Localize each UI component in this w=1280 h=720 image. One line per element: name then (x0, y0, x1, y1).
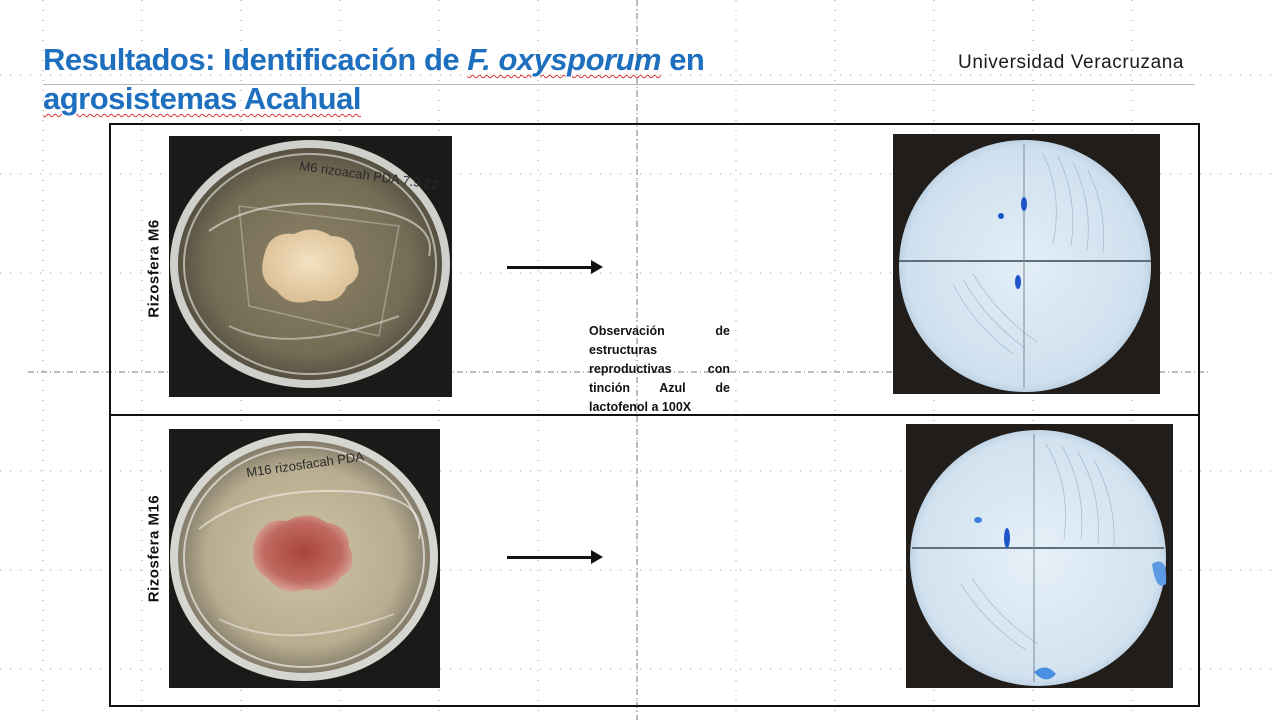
institution-name: Universidad Veracruzana (958, 52, 1185, 73)
arrow-right-m16 (507, 550, 603, 564)
title-line2: agrosistemas Acahual (43, 81, 361, 116)
title-species: F. oxysporum (467, 42, 662, 77)
microscope-field-m16 (910, 430, 1167, 686)
petri-dish-photo-m16: M16 rizosfacah PDA (169, 429, 440, 688)
petri-dish-photo-m6: M6 rizoacah PDA 7.9.22 (169, 136, 452, 397)
row-label-m6: Rizosfera M6 (145, 219, 163, 318)
arrow-right-m6 (507, 260, 603, 274)
microscope-field-m6 (899, 140, 1151, 392)
slide-title: Resultados: Identificación de F. oxyspor… (43, 40, 903, 118)
microscope-image-m6 (893, 134, 1160, 394)
microscope-image-m16 (906, 424, 1173, 688)
title-part1: Resultados: Identificación de (43, 42, 468, 77)
petri-dish-m16-illustration: M16 rizosfacah PDA (170, 433, 438, 681)
fungal-colony-m6 (262, 229, 359, 303)
petri-dish-m6-illustration: M6 rizoacah PDA 7.9.22 (170, 140, 450, 388)
header-rule (43, 84, 1195, 85)
title-part2: en (661, 42, 705, 77)
fungal-colony-m16 (253, 515, 353, 592)
row-label-m16: Rizosfera M16 (145, 494, 163, 603)
row-divider (109, 414, 1200, 416)
staining-caption: Observación de estructuras reproductivas… (589, 324, 730, 414)
